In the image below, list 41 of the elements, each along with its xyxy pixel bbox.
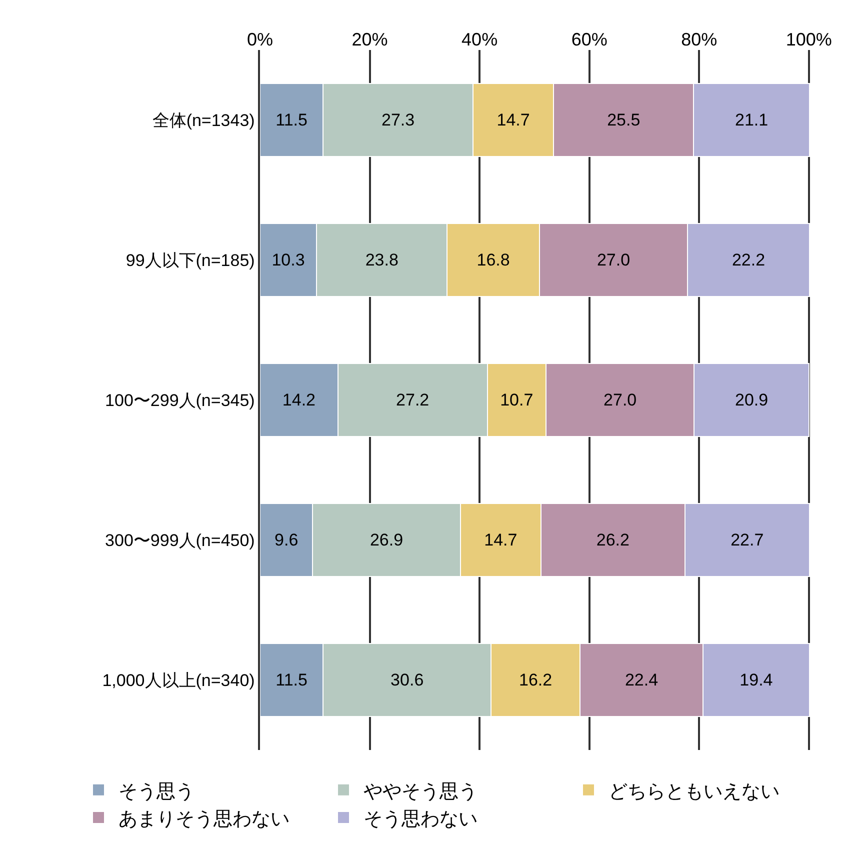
- x-tick-label: 0%: [246, 29, 274, 50]
- y-tick-label: 1,000人以上(n=340): [102, 670, 255, 690]
- y-tick-label: 99人以下(n=185): [126, 250, 255, 270]
- y-tick-label: 300〜999人(n=450): [105, 530, 255, 550]
- data-label: 14.7: [484, 530, 518, 550]
- data-label: 10.3: [272, 250, 305, 270]
- data-label: 11.5: [276, 110, 308, 130]
- legend-label: そう思わない: [364, 808, 478, 830]
- legend-label: あまりそう思わない: [118, 808, 290, 830]
- data-label: 27.2: [396, 390, 430, 410]
- data-label: 27.0: [604, 390, 637, 410]
- y-tick-label: 100〜299人(n=345): [105, 390, 255, 410]
- data-label: 14.2: [282, 390, 316, 410]
- data-label: 30.6: [390, 670, 424, 690]
- x-tick-label: 80%: [681, 29, 718, 50]
- y-tick-label: 全体(n=1343): [152, 110, 255, 130]
- data-label: 22.2: [732, 250, 766, 270]
- data-label: 9.6: [274, 530, 298, 550]
- data-label: 23.8: [365, 250, 398, 270]
- data-label: 22.4: [624, 670, 658, 690]
- data-label: 19.4: [740, 670, 773, 690]
- data-label: 27.3: [382, 110, 415, 130]
- data-label: 25.5: [607, 110, 640, 130]
- data-label: 10.7: [500, 390, 534, 410]
- x-tick-label: 20%: [352, 29, 388, 50]
- data-label: 21.1: [734, 110, 768, 130]
- legend-label: どちらともいえない: [608, 781, 780, 802]
- legend-label: そう思う: [118, 781, 194, 802]
- data-label: 16.8: [476, 250, 510, 270]
- data-label: 26.9: [370, 530, 404, 550]
- legend-label: ややそう思う: [364, 781, 478, 802]
- x-tick-label: 100%: [786, 29, 832, 50]
- x-tick-label: 60%: [571, 29, 608, 50]
- data-label: 26.2: [596, 530, 630, 550]
- data-label: 11.5: [276, 670, 308, 690]
- x-tick-label: 40%: [462, 29, 498, 50]
- data-label: 27.0: [596, 250, 630, 270]
- data-label: 14.7: [496, 110, 530, 130]
- data-label: 20.9: [734, 390, 768, 410]
- data-label: 22.7: [730, 530, 764, 550]
- data-label: 16.2: [519, 670, 552, 690]
